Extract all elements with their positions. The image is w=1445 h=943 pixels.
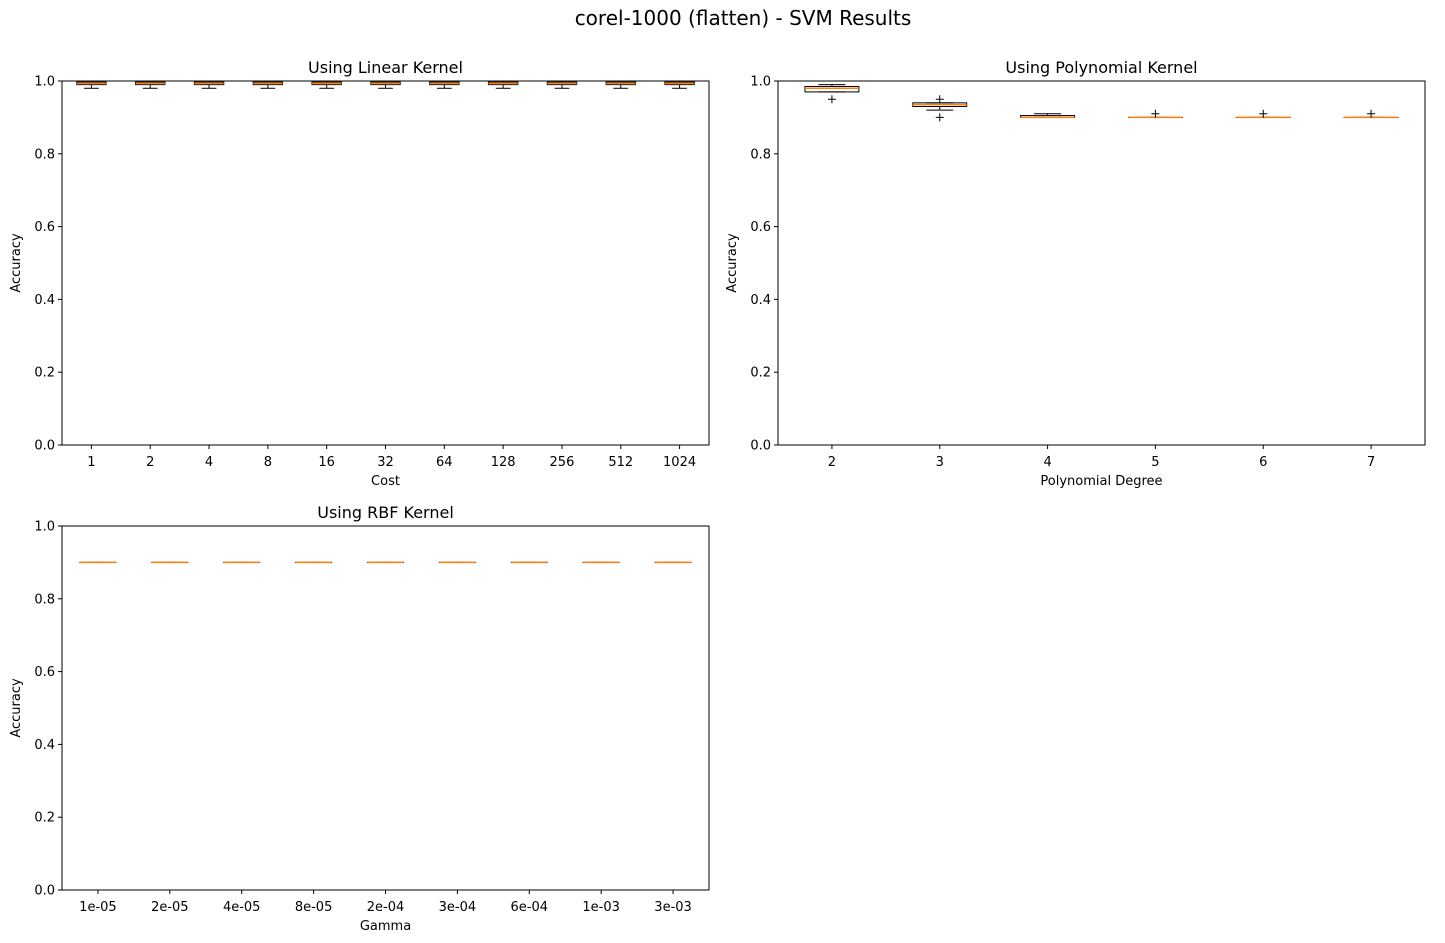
panel-title: Using Polynomial Kernel bbox=[1005, 58, 1197, 77]
x-tick-label: 3 bbox=[936, 455, 944, 470]
y-tick-label: 0.0 bbox=[750, 439, 771, 454]
box-32 bbox=[370, 80, 401, 89]
y-tick-label: 1.0 bbox=[34, 520, 55, 535]
x-tick-label: 16 bbox=[318, 455, 335, 470]
x-tick-label: 1 bbox=[87, 455, 95, 470]
x-tick-label: 6 bbox=[1259, 455, 1267, 470]
x-tick-label: 1e-05 bbox=[79, 900, 117, 915]
box-512 bbox=[605, 80, 636, 89]
box-128 bbox=[487, 80, 519, 89]
y-tick-label: 0.6 bbox=[34, 665, 55, 680]
panel-linear-kernel: 0.0 0.2 0.4 0.6 0.8 1.0 1 2 4 8 16 32 64 128 256 512 102… bbox=[9, 58, 710, 489]
box-6 bbox=[1235, 109, 1291, 119]
x-tick-label: 4 bbox=[205, 455, 213, 470]
box-64 bbox=[429, 80, 460, 89]
box-16 bbox=[311, 80, 342, 89]
x-axis-label: Polynomial Degree bbox=[1040, 474, 1162, 489]
y-tick-label: 0.4 bbox=[34, 293, 55, 308]
y-tick-label: 0.2 bbox=[34, 811, 55, 826]
box-4 bbox=[1020, 113, 1076, 119]
x-tick-label: 2e-05 bbox=[151, 900, 189, 915]
x-axis-label: Cost bbox=[371, 474, 400, 489]
figure-title: corel-1000 (flatten) - SVM Results bbox=[575, 6, 912, 30]
y-axis-label: Accuracy bbox=[9, 233, 24, 293]
box-4 bbox=[193, 80, 225, 89]
x-tick-label: 32 bbox=[377, 455, 394, 470]
x-tick-label: 2e-04 bbox=[367, 900, 405, 915]
box-8 bbox=[252, 80, 284, 89]
plot-frame bbox=[61, 525, 710, 891]
flier-point bbox=[935, 113, 944, 122]
y-tick-label: 0.0 bbox=[34, 439, 55, 454]
x-tick-label: 2 bbox=[828, 455, 836, 470]
x-tick-label: 4 bbox=[1043, 455, 1051, 470]
y-tick-label: 0.8 bbox=[34, 147, 55, 162]
y-tick-label: 1.0 bbox=[34, 75, 55, 90]
x-tick-label: 1024 bbox=[663, 455, 696, 470]
y-tick-label: 0.6 bbox=[750, 220, 771, 235]
x-tick-label: 5 bbox=[1151, 455, 1159, 470]
x-tick-label: 1e-03 bbox=[582, 900, 620, 915]
box-1024 bbox=[664, 80, 695, 89]
y-tick-label: 0.0 bbox=[34, 884, 55, 899]
y-tick-label: 0.4 bbox=[34, 738, 55, 753]
panel-rbf-kernel: 0.0 0.2 0.4 0.6 0.8 1.0 1e-05 2e-05 4e-05 8e-05 2e… bbox=[9, 503, 710, 934]
x-tick-label: 8 bbox=[264, 455, 272, 470]
y-tick-label: 0.2 bbox=[750, 366, 771, 381]
x-tick-label: 128 bbox=[491, 455, 516, 470]
box-256 bbox=[546, 80, 578, 89]
box-3 bbox=[912, 95, 968, 122]
box-2 bbox=[135, 80, 166, 89]
panel-title: Using RBF Kernel bbox=[317, 503, 454, 522]
x-tick-label: 3e-03 bbox=[654, 900, 692, 915]
x-axis-label: Gamma bbox=[360, 919, 411, 934]
plot-frame bbox=[61, 80, 710, 446]
box-body bbox=[804, 85, 860, 93]
box-2 bbox=[804, 84, 860, 104]
x-tick-label: 6e-04 bbox=[511, 900, 549, 915]
x-tick-label: 7 bbox=[1367, 455, 1375, 470]
flier-point bbox=[1367, 109, 1376, 118]
flier-point bbox=[935, 95, 944, 104]
y-tick-label: 0.4 bbox=[750, 293, 771, 308]
x-tick-label: 2 bbox=[146, 455, 154, 470]
flier-point bbox=[827, 95, 836, 104]
flier-point bbox=[1151, 109, 1160, 118]
y-tick-label: 0.8 bbox=[750, 147, 771, 162]
x-tick-label: 3e-04 bbox=[439, 900, 477, 915]
box-7 bbox=[1343, 109, 1399, 119]
y-tick-label: 1.0 bbox=[750, 75, 771, 90]
x-tick-label: 256 bbox=[550, 455, 575, 470]
y-tick-label: 0.2 bbox=[34, 366, 55, 381]
y-tick-label: 0.8 bbox=[34, 592, 55, 607]
y-axis-label: Accuracy bbox=[9, 678, 24, 738]
box-1 bbox=[76, 80, 107, 89]
y-tick-label: 0.6 bbox=[34, 220, 55, 235]
box-5 bbox=[1127, 109, 1183, 119]
x-tick-label: 64 bbox=[436, 455, 453, 470]
x-tick-label: 4e-05 bbox=[223, 900, 261, 915]
panel-title: Using Linear Kernel bbox=[308, 58, 463, 77]
flier-point bbox=[1259, 109, 1268, 118]
x-tick-label: 512 bbox=[608, 455, 633, 470]
plot-frame bbox=[777, 80, 1426, 446]
y-axis-label: Accuracy bbox=[725, 233, 740, 293]
x-tick-label: 8e-05 bbox=[295, 900, 333, 915]
panel-polynomial-kernel: 0.0 0.2 0.4 0.6 0.8 1.0 2 3 4 5 6 7 Using Polynomial… bbox=[725, 58, 1426, 489]
